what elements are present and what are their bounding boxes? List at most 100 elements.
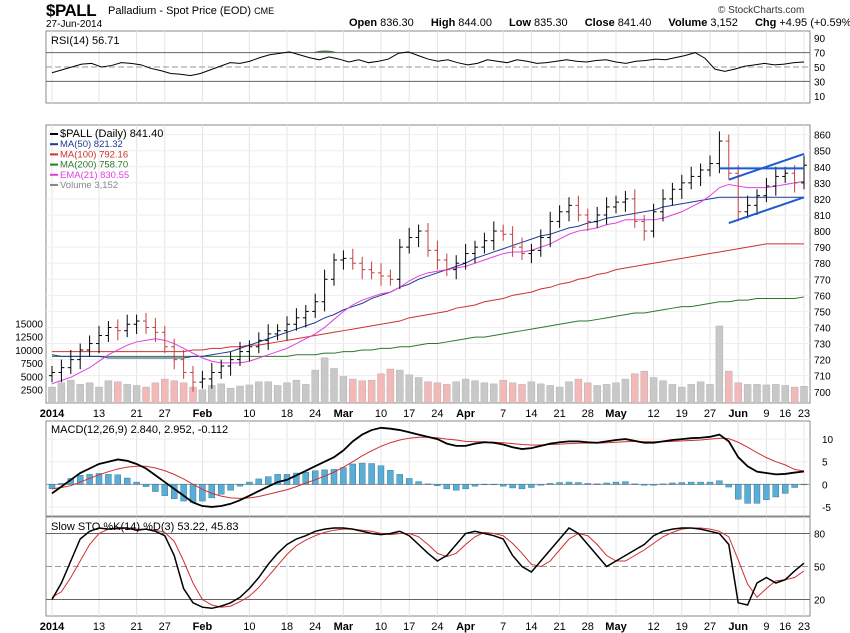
x-tick-label: 9	[763, 621, 769, 633]
volume-bar	[198, 389, 207, 404]
volume-bar	[668, 384, 677, 404]
macd-histogram-bar	[565, 481, 573, 485]
volume-bar	[67, 379, 75, 404]
description-text: Palladium - Spot Price (EOD)	[108, 5, 252, 17]
volume-bar	[414, 377, 423, 404]
volume-bar	[602, 384, 611, 404]
macd-histogram-bar	[547, 483, 554, 485]
volume-bar	[170, 380, 178, 404]
x-tick-label: 24	[431, 621, 443, 633]
x-tick-label: 13	[93, 408, 105, 420]
price-legend-entry: MA(200) 758.70	[60, 160, 128, 171]
x-tick-label: 24	[309, 408, 321, 420]
macd-histogram-bar	[123, 477, 131, 485]
macd-histogram-bar	[208, 484, 216, 499]
x-tick-label: 10	[375, 408, 387, 420]
volume-bar	[255, 381, 263, 404]
volume-bar	[217, 383, 225, 404]
macd-histogram-bar	[791, 484, 798, 488]
volume-y-tick: 5000	[21, 372, 44, 383]
volume-bar	[800, 386, 808, 404]
volume-bar	[696, 381, 705, 404]
volume-bar	[574, 378, 583, 404]
volume-bar	[142, 386, 150, 404]
high-value: 844.00	[458, 17, 492, 29]
volume-bar	[565, 381, 573, 404]
macd-histogram-bar	[782, 484, 789, 494]
x-tick-label: 16	[779, 621, 791, 633]
ohlc-readout: Open 836.30 High 844.00 Low 835.30 Close 841…	[349, 17, 850, 29]
macd-histogram-bar	[716, 480, 723, 485]
macd-histogram-bar	[509, 484, 516, 489]
x-tick-label: Feb	[193, 408, 213, 420]
x-tick-label: 17	[403, 408, 415, 420]
macd-histogram-bar	[584, 483, 591, 485]
x-tick-label: 2014	[40, 408, 65, 420]
macd-y-tick: 10	[822, 435, 834, 446]
volume-bar	[687, 384, 695, 404]
volume-bar	[734, 382, 742, 404]
macd-histogram-bar	[387, 470, 394, 485]
macd-histogram-bar	[697, 481, 704, 485]
macd-histogram-bar	[641, 484, 648, 486]
x-tick-label: 9	[763, 408, 769, 420]
macd-histogram-bar	[161, 484, 169, 496]
rsi-overbought-fill	[312, 50, 338, 53]
macd-histogram-bar	[312, 470, 319, 485]
volume-bar	[396, 369, 404, 404]
macd-histogram-bar	[706, 481, 714, 485]
x-tick-label: May	[605, 408, 627, 420]
macd-histogram-bar	[396, 474, 403, 485]
x-tick-label: 28	[582, 408, 594, 420]
macd-y-tick: 5	[822, 458, 828, 469]
volume-bar	[584, 382, 592, 404]
volume-bar	[461, 378, 470, 404]
volume-bar	[114, 381, 122, 404]
price-y-tick: 850	[814, 147, 831, 158]
macd-y-tick: -5	[822, 503, 831, 514]
macd-histogram-bar	[340, 467, 347, 485]
open-label: Open	[349, 17, 378, 29]
volume-bar	[518, 384, 526, 404]
sto-y-tick: 20	[814, 596, 826, 607]
macd-histogram-bar	[217, 484, 225, 495]
x-tick-label: 27	[159, 408, 171, 420]
x-tick-label: 21	[130, 621, 142, 633]
x-tick-label: Jun	[728, 408, 748, 420]
sto-legend: Slow STO %K(14) %D(3) 53.22, 45.83	[51, 521, 239, 533]
price-y-tick: 770	[814, 275, 831, 286]
volume-bar	[546, 385, 554, 404]
trendline	[728, 152, 805, 181]
price-y-tick: 810	[814, 211, 831, 222]
rsi-line	[51, 51, 805, 77]
volume-bar	[283, 382, 291, 404]
volume-bar	[76, 384, 84, 404]
low-label: Low	[509, 17, 532, 29]
volume-bar	[527, 381, 536, 404]
chg-label: Chg	[754, 17, 777, 29]
macd-histogram-bar	[500, 484, 507, 487]
date: 27-Jun-2014	[46, 19, 103, 30]
macd-histogram-bar	[246, 481, 253, 485]
volume-label: Volume	[668, 17, 708, 29]
x-tick-label: 21	[553, 408, 565, 420]
rsi-y-tick: 10	[814, 92, 826, 103]
price-legend-entry: Volume 3,152	[60, 180, 118, 191]
macd-histogram-bar	[255, 478, 263, 485]
volume-bar	[772, 384, 780, 404]
macd-histogram-bar	[518, 484, 526, 490]
volume-bar	[85, 382, 94, 404]
macd-histogram-bar	[142, 484, 150, 487]
rsi-y-tick: 30	[814, 77, 826, 88]
x-tick-label: 24	[309, 621, 321, 633]
price-y-tick: 720	[814, 356, 831, 367]
volume-y-tick: 12500	[15, 333, 43, 344]
volume-value: 3,152	[710, 17, 738, 29]
price-y-tick: 710	[814, 372, 831, 383]
volume-bar	[405, 374, 413, 404]
volume-bar	[499, 379, 507, 404]
x-tick-label: 23	[798, 621, 810, 633]
volume-bar	[264, 381, 272, 404]
volume-bar	[236, 385, 244, 404]
macd-y-tick: 0	[822, 480, 828, 491]
